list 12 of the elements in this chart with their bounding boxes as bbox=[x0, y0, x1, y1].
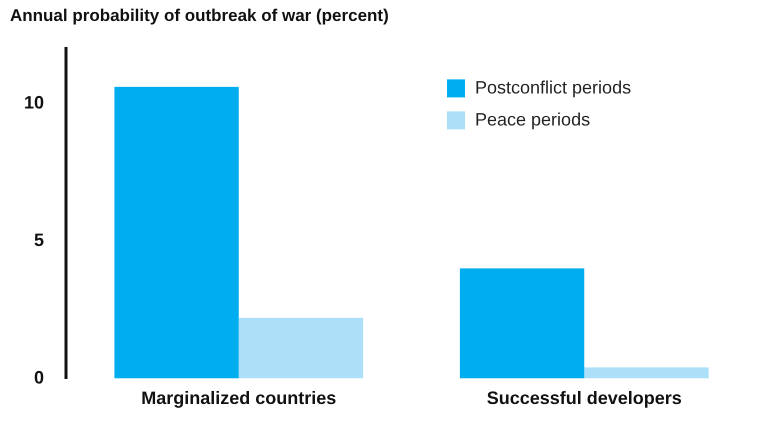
legend-label: Postconflict periods bbox=[475, 77, 632, 98]
bar bbox=[584, 367, 709, 378]
chart-title: Annual probability of outbreak of war (percent) bbox=[10, 6, 389, 25]
y-tick-label: 0 bbox=[34, 367, 44, 388]
legend-label: Peace periods bbox=[475, 109, 590, 130]
bar bbox=[460, 268, 584, 378]
y-tick-label: 5 bbox=[34, 230, 44, 250]
x-tick-label: Successful developers bbox=[486, 388, 682, 408]
y-tick-label: 10 bbox=[24, 92, 44, 112]
x-tick-label: Marginalized countries bbox=[141, 388, 336, 408]
bar bbox=[238, 318, 364, 378]
bar bbox=[114, 86, 239, 378]
